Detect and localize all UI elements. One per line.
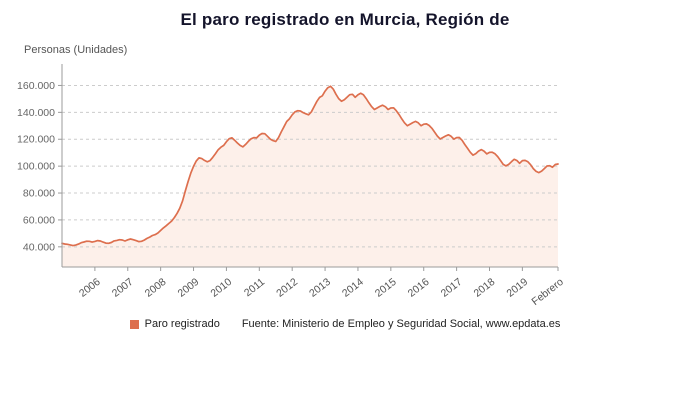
svg-text:140.000: 140.000 [17, 107, 55, 119]
svg-text:2007: 2007 [110, 276, 136, 300]
source-attribution: Fuente: Ministerio de Empleo y Seguridad… [241, 318, 561, 330]
svg-text:40.000: 40.000 [23, 241, 55, 253]
svg-text:2016: 2016 [406, 276, 432, 300]
svg-text:2018: 2018 [472, 276, 498, 300]
svg-text:Febrero: Febrero [529, 276, 565, 308]
svg-text:2008: 2008 [143, 276, 169, 300]
svg-text:60.000: 60.000 [23, 214, 55, 226]
svg-text:80.000: 80.000 [23, 188, 55, 200]
svg-text:2006: 2006 [77, 276, 103, 300]
y-axis-caption: Personas (Unidades) [24, 44, 128, 56]
svg-text:2009: 2009 [176, 276, 202, 300]
svg-text:2011: 2011 [242, 276, 267, 299]
svg-text:2014: 2014 [340, 276, 366, 300]
svg-text:2015: 2015 [373, 276, 399, 300]
svg-text:2019: 2019 [504, 276, 530, 300]
legend-row: Paro registrado Fuente: Ministerio de Em… [0, 318, 690, 330]
svg-text:100.000: 100.000 [17, 161, 55, 173]
svg-text:2012: 2012 [274, 276, 300, 300]
legend-item-paro-registrado[interactable]: Paro registrado [129, 318, 220, 330]
legend-swatch-icon [129, 319, 139, 329]
svg-text:2017: 2017 [439, 276, 465, 300]
svg-text:2013: 2013 [307, 276, 333, 300]
line-chart-svg: 40.000 60.000 80.000 100.000 120.000 140.000 1… [17, 64, 566, 308]
svg-text:160.000: 160.000 [17, 80, 55, 92]
svg-text:2010: 2010 [208, 276, 234, 300]
chart-title: El paro registrado en Murcia, Región de [180, 10, 510, 29]
legend-label: Paro registrado [144, 318, 220, 330]
svg-text:120.000: 120.000 [17, 134, 55, 146]
